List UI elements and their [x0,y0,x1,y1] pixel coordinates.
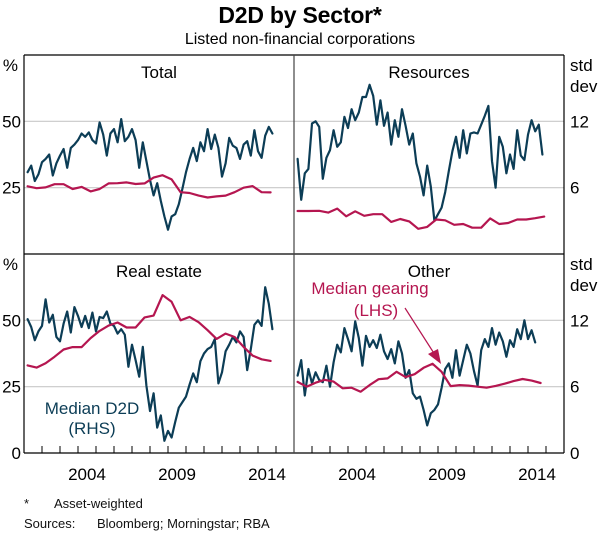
x-tick-label: 2004 [338,465,376,484]
d2d-line [296,83,544,222]
left-tick-label: 50 [2,112,21,131]
right-axis-unit: dev [570,77,598,96]
right-tick-label: 6 [570,378,579,397]
panel-title: Other [408,262,451,281]
annotation-arrow [404,307,438,359]
x-tick-label: 2009 [158,465,196,484]
d2d-annotation: (RHS) [68,419,115,438]
right-tick-label: 6 [570,179,579,198]
left-tick-label: 25 [2,378,21,397]
d2d-line [296,319,537,427]
x-tick-label: 2009 [428,465,466,484]
gearing-line [26,294,272,369]
footnote-asterisk: * Asset-weighted [24,496,143,511]
chart-title: D2D by Sector* [218,2,382,28]
right-axis-unit: std [570,56,593,75]
x-tick-label: 2004 [68,465,106,484]
left-axis-unit: % [3,56,18,75]
chart-subtitle: Listed non-financial corporations [184,31,416,48]
right-axis-unit: std [570,255,593,274]
left-tick-label: 0 [12,444,21,463]
left-tick-label: 25 [2,179,21,198]
left-tick-label: 50 [2,311,21,330]
d2d-line [26,286,274,442]
d2d-annotation: Median D2D [45,399,140,418]
gearing-line [296,207,546,230]
right-tick-label: 12 [570,311,589,330]
right-tick-label: 0 [570,444,579,463]
sources-text: Bloomberg; Morningstar; RBA [97,516,270,531]
gearing-line [26,174,272,199]
gearing-annotation: (LHS) [354,301,398,320]
right-tick-label: 12 [570,112,589,131]
panel-title: Real estate [116,262,202,281]
x-tick-label: 2014 [248,465,286,484]
x-tick-label: 2014 [518,465,556,484]
footnote-marker: * [24,496,30,511]
panel-title: Total [141,63,177,82]
series-layer [26,83,546,442]
sources-label: Sources: [24,516,76,531]
footnote-sources: Sources: Bloomberg; Morningstar; RBA [24,516,270,531]
right-axis-unit: dev [570,276,598,295]
annotation-arrowhead [428,349,441,364]
panel-title: Resources [388,63,469,82]
gearing-annotation: Median gearing [311,279,428,298]
gearing-line [296,362,542,393]
footnote-text: Asset-weighted [54,496,143,511]
left-axis-unit: % [3,255,18,274]
panel-frames [23,54,565,454]
labels: Total Resources Real estate Other 2004 2009 20… [2,56,598,484]
d2d-line [26,117,274,231]
